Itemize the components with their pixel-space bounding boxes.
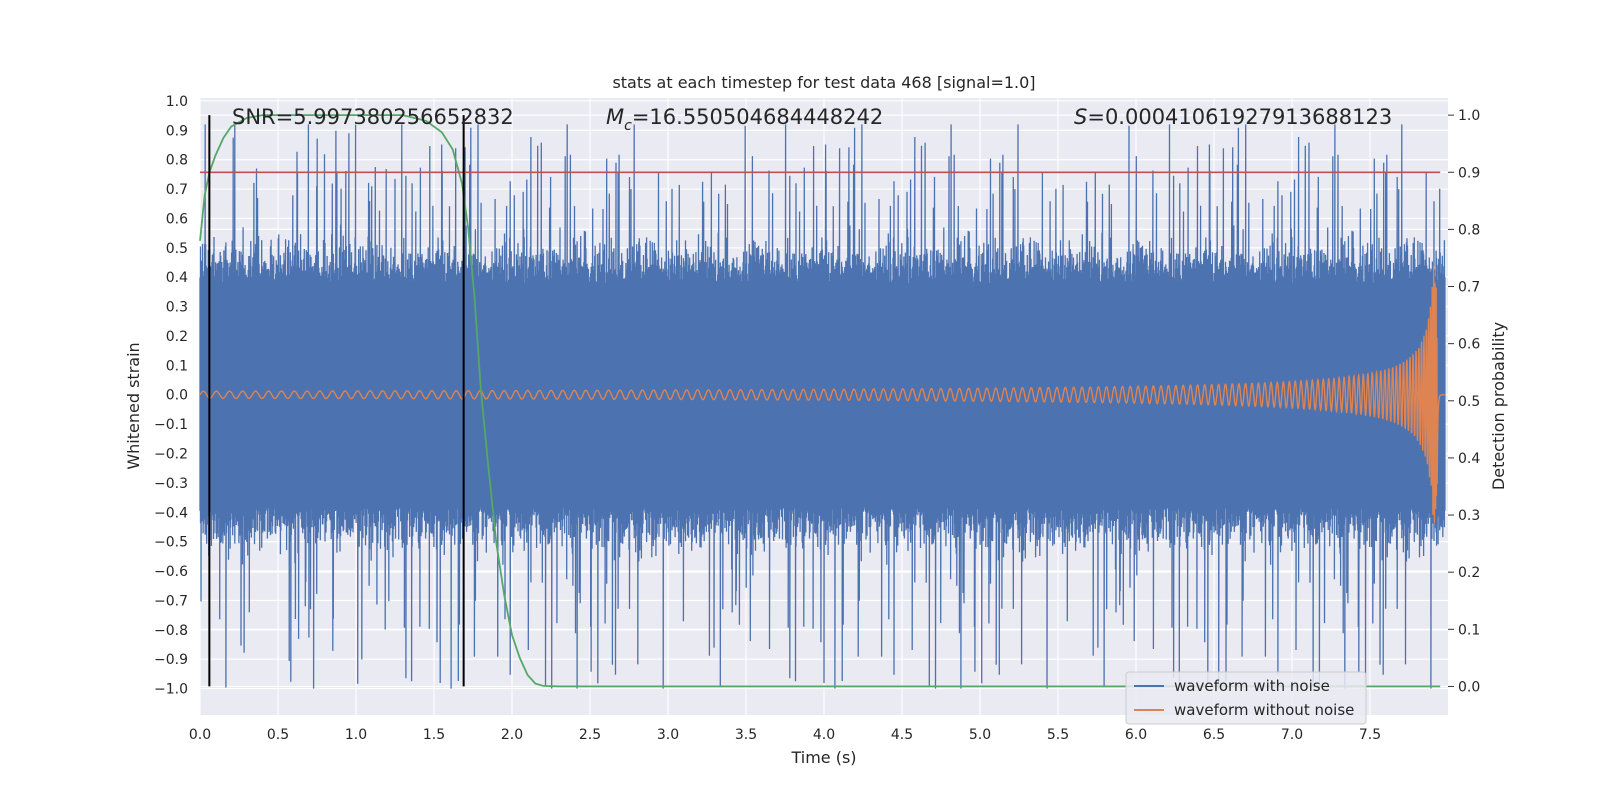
x-tick-label: 7.5: [1359, 727, 1381, 743]
y-tick-label: 0.1: [166, 358, 188, 374]
x-tick-label: 7.0: [1281, 727, 1303, 743]
x-tick-label: 2.5: [579, 727, 601, 743]
y2-tick-label: 0.5: [1458, 394, 1480, 410]
x-tick-label: 6.5: [1203, 727, 1225, 743]
y-tick-label: −0.6: [154, 564, 188, 580]
x-tick-label: 3.5: [735, 727, 757, 743]
legend-label-noise: waveform with noise: [1174, 677, 1330, 695]
x-tick-label: 5.0: [969, 727, 991, 743]
mc-value: =16.550504684448242: [632, 105, 883, 129]
x-axis-label: Time (s): [790, 748, 856, 767]
x-tick-label: 4.0: [813, 727, 835, 743]
y-tick-label: 0.0: [166, 388, 188, 404]
x-tick-label: 6.0: [1125, 727, 1147, 743]
y-tick-label: 0.8: [166, 153, 188, 169]
x-tick-label: 1.5: [423, 727, 445, 743]
legend: waveform with noise waveform without noi…: [1125, 671, 1367, 725]
y-tick-label: −0.3: [154, 476, 188, 492]
y-tick-label: −1.0: [154, 682, 188, 698]
y-tick-label: 0.6: [166, 211, 188, 227]
svg-text:S=0.00041061927913688123: S=0.00041061927913688123: [1074, 105, 1392, 129]
y-tick-label: −0.8: [154, 623, 188, 639]
vertical-markers: [208, 115, 465, 687]
y2-tick-label: 0.9: [1458, 165, 1480, 181]
s-symbol: S: [1074, 105, 1087, 129]
snr-annotation: SNR=5.997380256652832: [232, 105, 514, 129]
y-tick-label: −0.5: [154, 535, 188, 551]
x-tick-label: 4.5: [891, 727, 913, 743]
y-tick-label: −0.1: [154, 417, 188, 433]
x-tick-label: 3.0: [657, 727, 679, 743]
y-tick-label: −0.7: [154, 593, 188, 609]
y2-tick-label: 0.8: [1458, 222, 1480, 238]
x-tick-label: 2.0: [501, 727, 523, 743]
mc-subscript: c: [624, 118, 632, 134]
y2-tick-label: 1.0: [1458, 108, 1480, 124]
y2-tick-label: 0.6: [1458, 337, 1480, 353]
noise-waveform-line: [199, 124, 1446, 689]
s-annotation: S=0.00041061927913688123: [1074, 105, 1392, 129]
y2-tick-label: 0.4: [1458, 451, 1480, 467]
x-axis-ticks: 0.0 0.5 1.0 1.5 2.0 2.5 3.0 3.5 4.0 4.5 5.0 5.5 6.0 6…: [189, 727, 1381, 743]
y2-tick-label: 0.2: [1458, 565, 1480, 581]
y-tick-label: 0.3: [166, 300, 188, 316]
y2-tick-label: 0.7: [1458, 280, 1480, 296]
y-tick-label: −0.9: [154, 652, 188, 668]
y-tick-label: 1.0: [166, 94, 188, 110]
svg-text:Mc=16.550504684448242: Mc=16.550504684448242: [606, 105, 883, 134]
x-tick-label: 0.0: [189, 727, 211, 743]
mc-annotation: Mc=16.550504684448242: [606, 105, 883, 134]
y2-axis-label: Detection probability: [1489, 322, 1508, 490]
series-waveform-without-noise: [199, 266, 1445, 523]
y-tick-label: 0.2: [166, 329, 188, 345]
x-tick-label: 1.0: [345, 727, 367, 743]
clean-waveform-line: [199, 266, 1445, 523]
y-tick-label: 0.7: [166, 182, 188, 198]
y2-axis-ticks: 1.0 0.9 0.8 0.7 0.6 0.5 0.4 0.3 0.2 0.1 0.0: [1448, 108, 1480, 695]
y-tick-label: 0.9: [166, 123, 188, 139]
mc-symbol: M: [606, 105, 624, 129]
y-axis-label: Whitened strain: [124, 342, 143, 469]
probability-line: [199, 114, 1441, 688]
y-tick-label: 0.4: [166, 270, 188, 286]
legend-label-clean: waveform without noise: [1174, 701, 1354, 719]
s-value: =0.00041061927913688123: [1087, 105, 1392, 129]
y-tick-label: 0.5: [166, 241, 188, 257]
y-tick-label: −0.2: [154, 447, 188, 463]
y-axis-ticks: 1.0 0.9 0.8 0.7 0.6 0.5 0.4 0.3 0.2 0.1 0.0 −0.1 −0.…: [154, 94, 188, 698]
y-tick-label: −0.4: [154, 505, 188, 521]
y2-tick-label: 0.1: [1458, 622, 1480, 638]
y2-tick-label: 0.3: [1458, 508, 1480, 524]
x-tick-label: 5.5: [1047, 727, 1069, 743]
x-tick-label: 0.5: [267, 727, 289, 743]
legend-box: [1125, 671, 1367, 725]
y2-tick-label: 0.0: [1458, 679, 1480, 695]
chart-title: stats at each timestep for test data 468…: [612, 73, 1035, 92]
series-waveform-with-noise: [199, 124, 1446, 689]
series-detection-probability: [199, 114, 1441, 688]
